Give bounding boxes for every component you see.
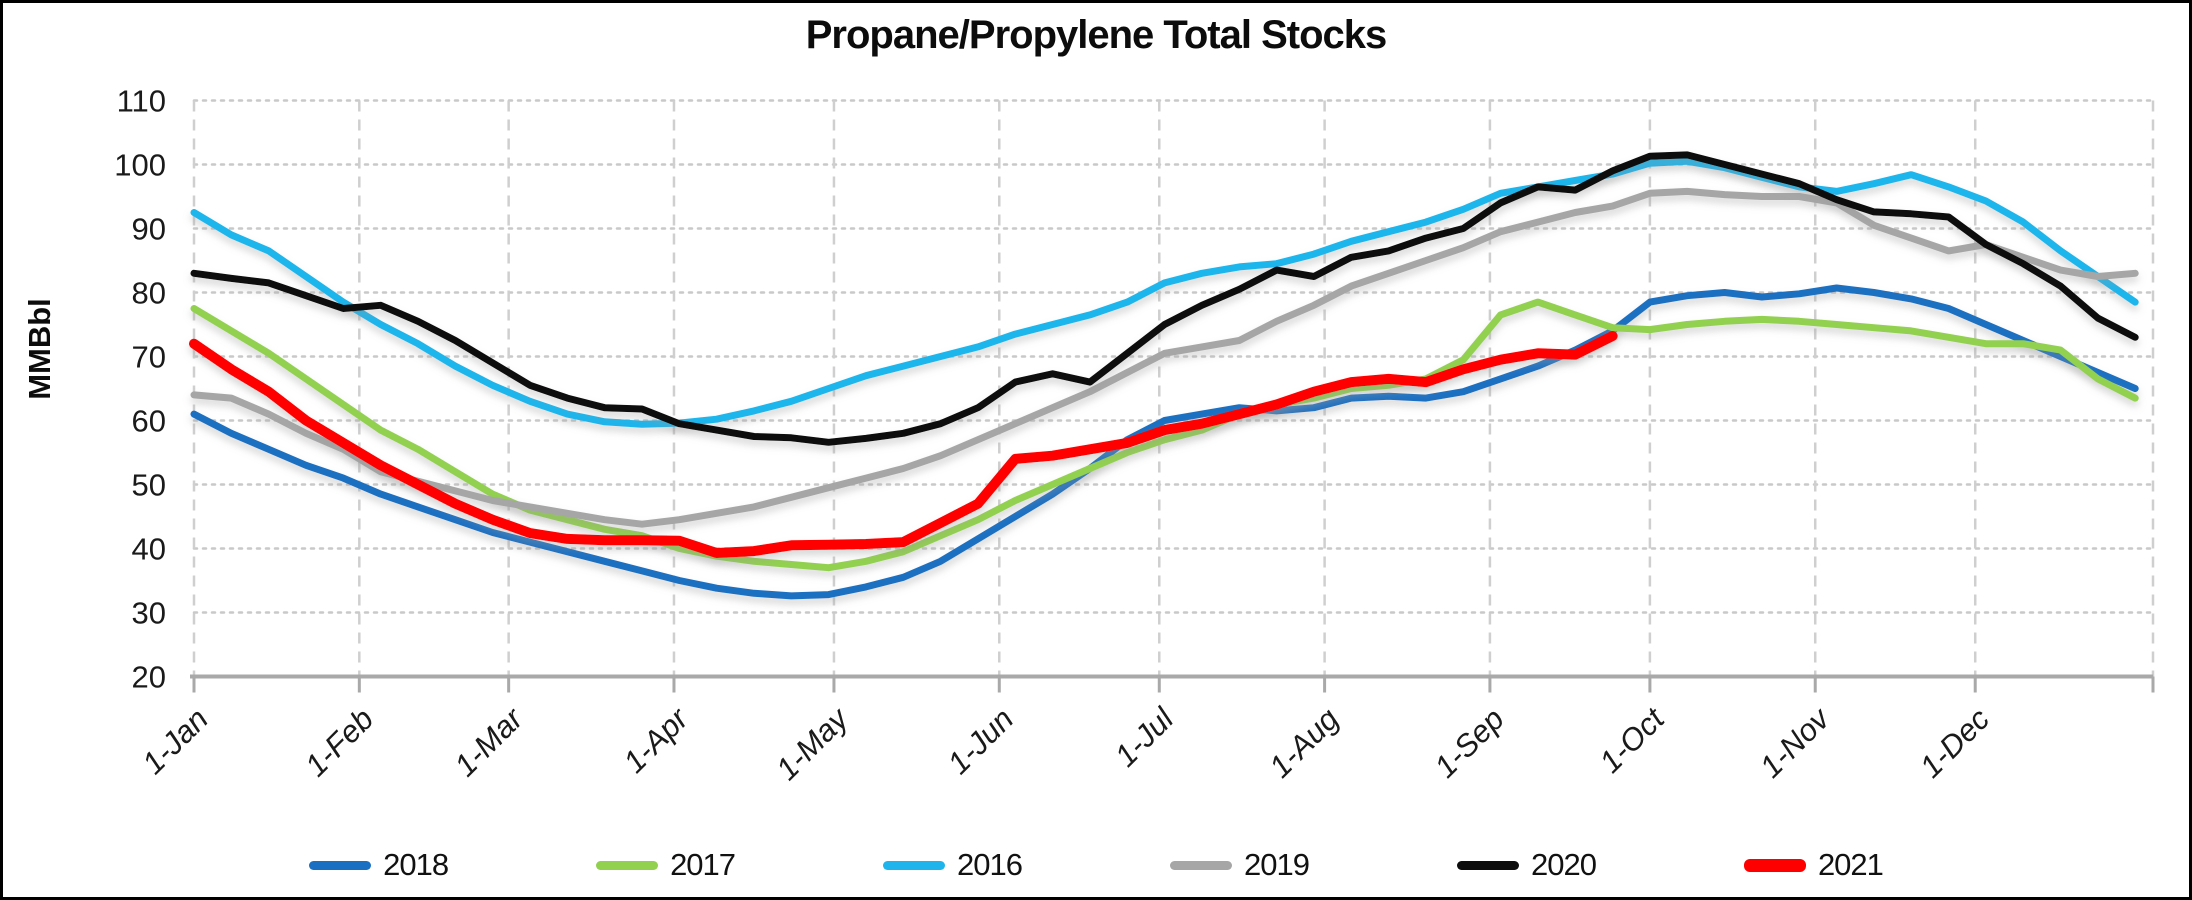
legend-swatch-2020: [1456, 860, 1519, 870]
legend-item-2016: 2016: [883, 847, 1023, 883]
y-tick-label: 100: [114, 148, 166, 183]
legend-swatch-2019: [1170, 860, 1232, 870]
x-tick-label: 1-May: [769, 699, 856, 786]
legend-label-2021: 2021: [1817, 847, 1884, 882]
legend: 2018 2017 2016 2019 2020 2021: [3, 839, 2189, 891]
y-tick-label: 110: [117, 84, 166, 119]
series-line-2021: [189, 331, 1618, 558]
legend-swatch-2016: [883, 860, 946, 870]
y-tick-label: 40: [132, 532, 166, 567]
x-tick-label: 1-Jan: [135, 701, 215, 781]
x-tick-label: 1-Mar: [448, 700, 531, 783]
y-tick-label: 50: [132, 468, 166, 503]
legend-swatch-2017: [596, 860, 659, 870]
x-tick-label: 1-Nov: [1753, 700, 1837, 784]
legend-label-2019: 2019: [1244, 847, 1310, 882]
x-tick-label: 1-Aug: [1262, 701, 1345, 784]
legend-label-2016: 2016: [957, 847, 1023, 882]
y-tick-label: 90: [132, 212, 166, 247]
legend-item-2020: 2020: [1456, 847, 1597, 883]
y-tick-label: 60: [132, 404, 166, 439]
series-line-2019: [190, 187, 2139, 528]
y-tick-label: 20: [132, 660, 166, 695]
legend-label-2018: 2018: [383, 847, 449, 882]
x-tick-label: 1-Apr: [617, 700, 697, 780]
y-axis-title: MMBbl: [22, 298, 57, 400]
legend-item-2021: 2021: [1743, 847, 1884, 883]
x-tick-label: 1-Jun: [941, 701, 1021, 781]
y-tick-label: 80: [132, 276, 166, 311]
series-line-2020: [190, 151, 2139, 446]
x-tick-label: 1-Dec: [1913, 701, 1997, 785]
chart-title: Propane/Propylene Total Stocks: [805, 13, 1388, 57]
legend-item-2019: 2019: [1170, 847, 1310, 883]
x-tick-label: 1-Sep: [1428, 701, 1511, 784]
x-tick-label: 1-Jul: [1108, 700, 1181, 773]
legend-item-2017: 2017: [596, 847, 736, 883]
x-tick-label: 1-Oct: [1593, 700, 1672, 779]
legend-label-2017: 2017: [670, 847, 736, 882]
y-tick-label: 30: [132, 596, 166, 631]
y-tick-label: 70: [132, 340, 166, 375]
legend-swatch-2021: [1743, 858, 1806, 872]
series-line-2018: [190, 284, 2139, 600]
plot-area: 110 100 90 80 70 60 50 40 30 20 1-Jan 1-Feb 1-Mar 1-A…: [114, 84, 2155, 787]
legend-item-2018: 2018: [309, 847, 449, 883]
legend-swatch-2018: [309, 860, 372, 870]
x-tick-label: 1-Feb: [298, 701, 380, 783]
legend-label-2020: 2020: [1530, 847, 1597, 882]
